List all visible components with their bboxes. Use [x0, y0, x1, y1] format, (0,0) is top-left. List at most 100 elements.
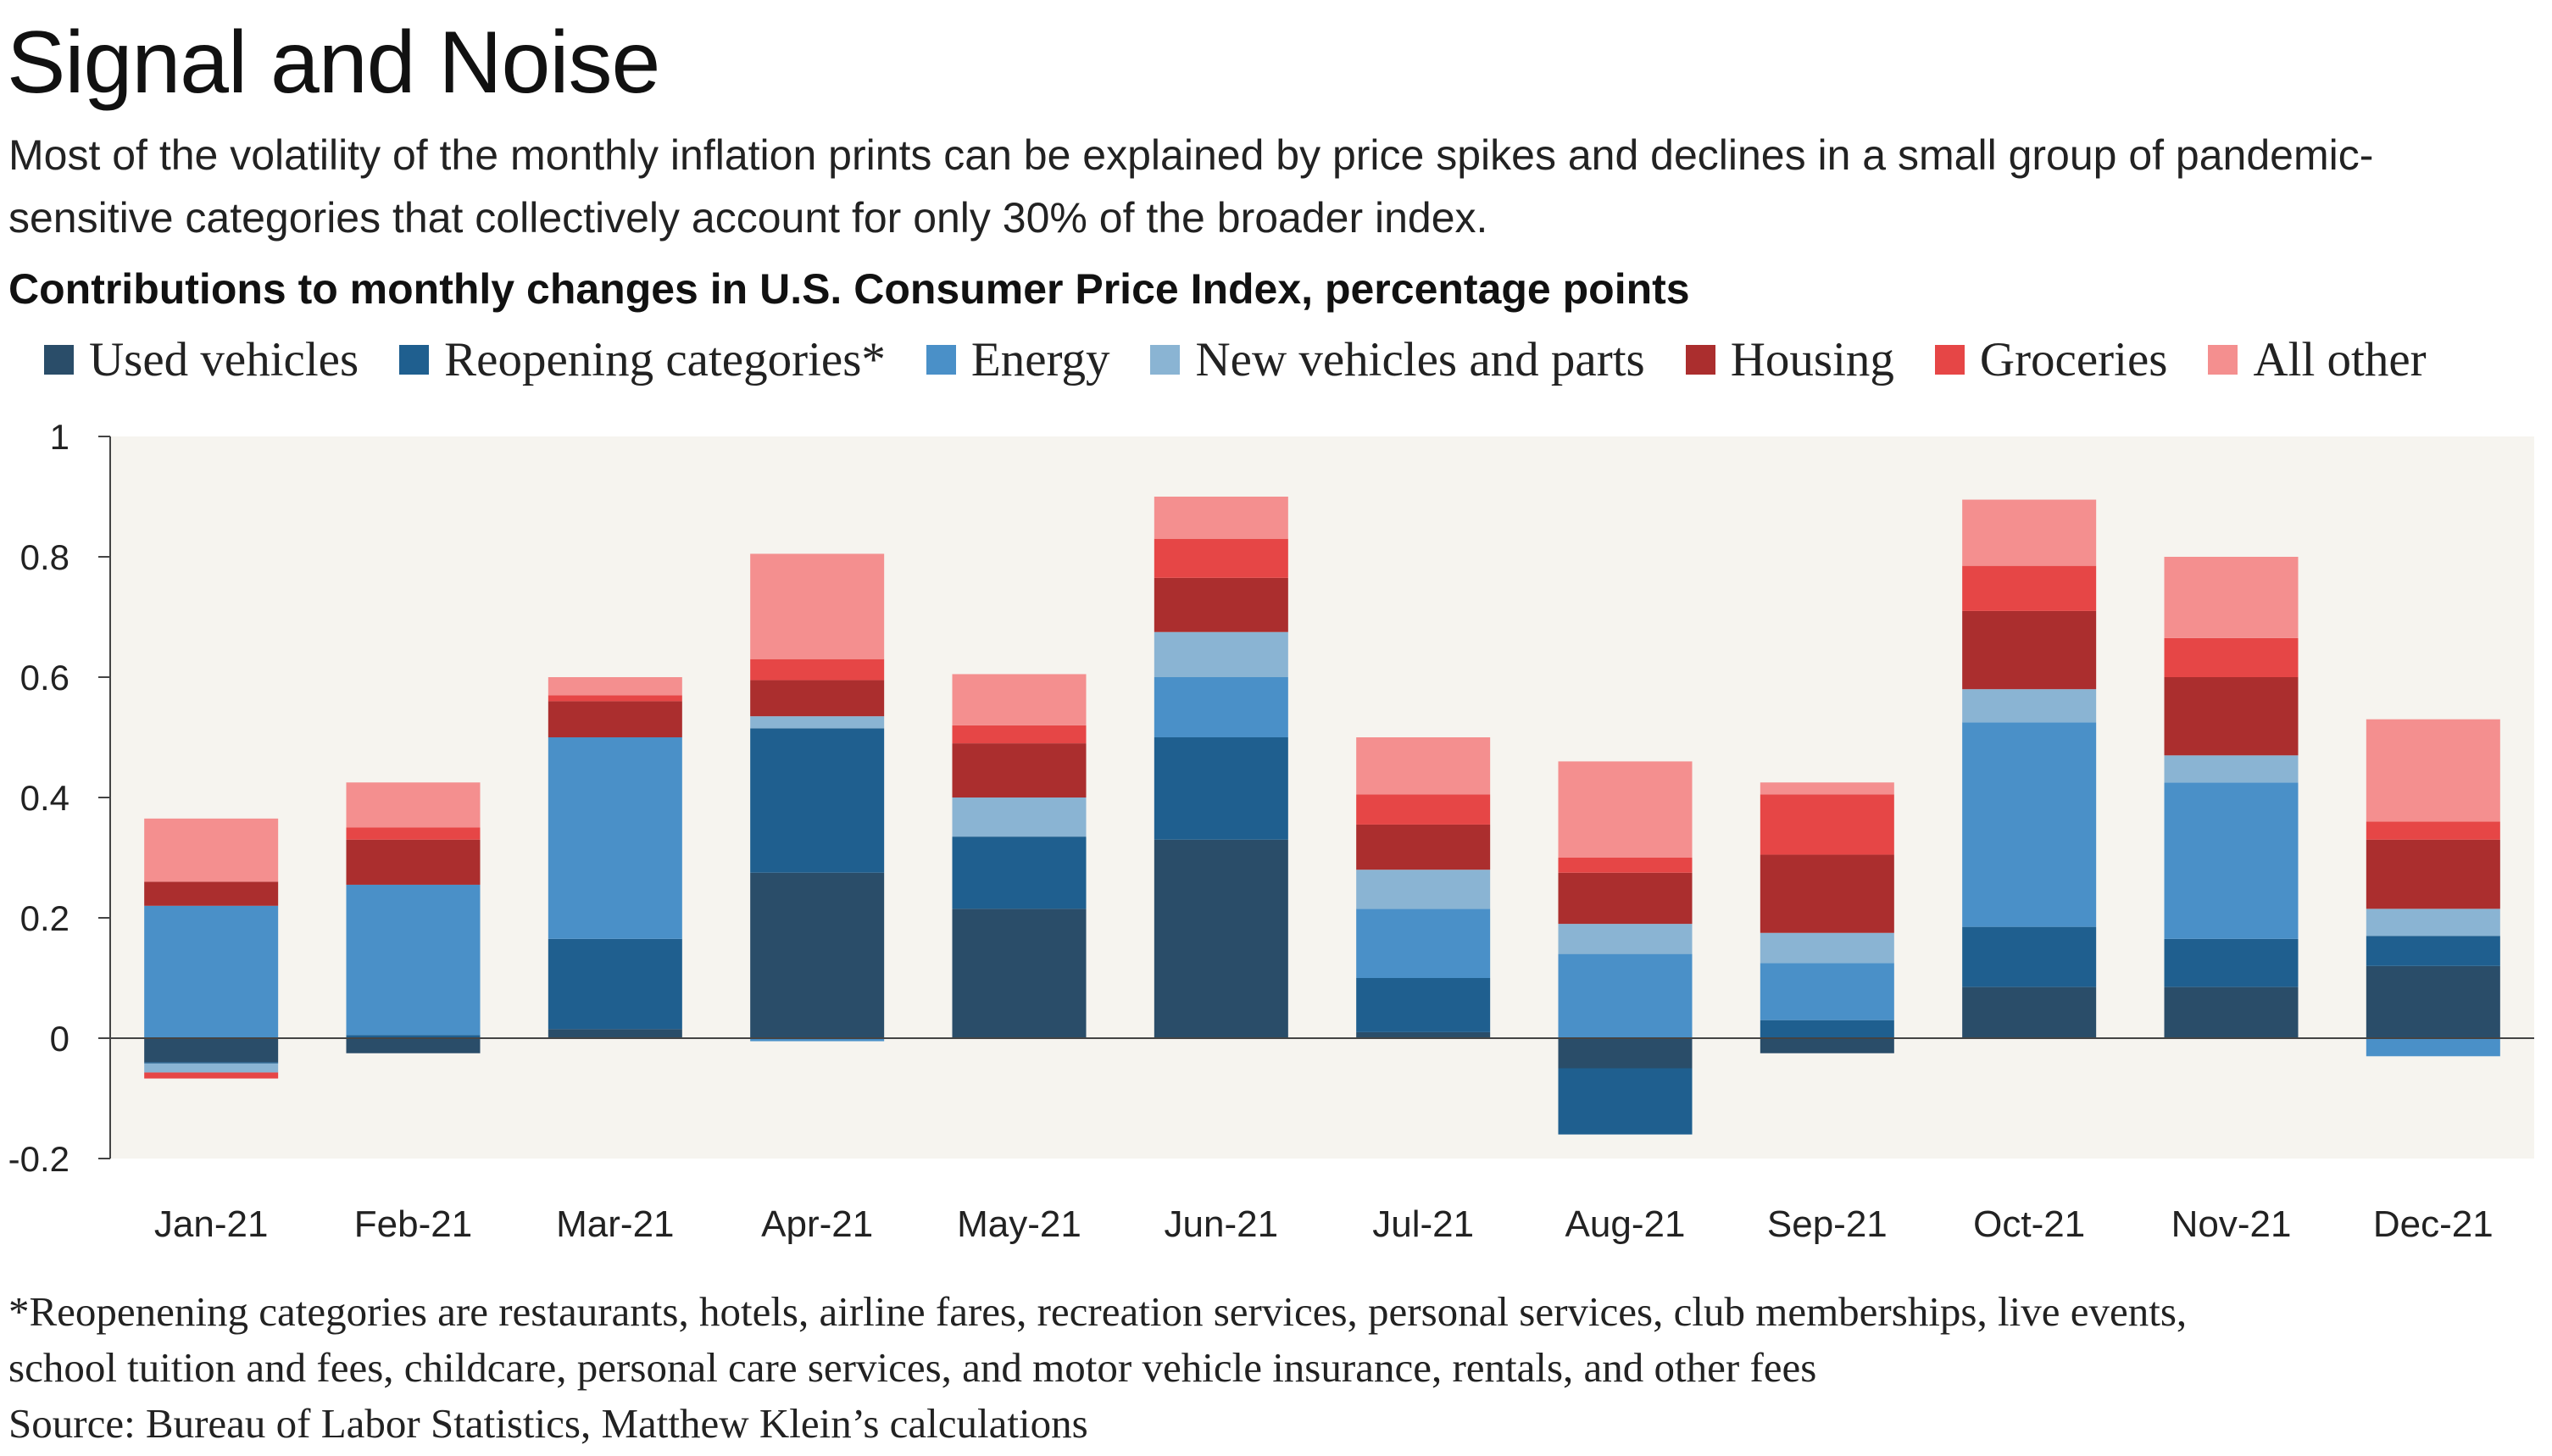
legend-swatch [1685, 345, 1715, 375]
bar-segment [548, 695, 682, 702]
bar-segment [2366, 719, 2500, 822]
y-tick-label: -0.2 [8, 1139, 69, 1179]
bar-segment [1558, 872, 1693, 925]
bar-segment [750, 659, 885, 681]
bar-segment [2366, 839, 2500, 909]
bar-segment [952, 836, 1087, 909]
bar-segment [1760, 963, 1894, 1020]
legend-label: Energy [970, 333, 1110, 386]
bar-segment [1558, 1038, 1693, 1069]
bar-segment [144, 818, 279, 882]
bar-segment [1962, 565, 2097, 611]
chart-plot: 1 0.8 0.6 0.4 0.2 0 -0.2 Jan-21 Feb-21 Mar-21 Apr-… [8, 417, 2534, 1245]
bar-segment [1760, 854, 1894, 933]
bar-segment [952, 743, 1087, 797]
footnote-line-1: *Reopenening categories are restaurants,… [8, 1288, 2188, 1335]
bar-segment [1558, 858, 1693, 873]
legend-swatch [1934, 345, 1965, 375]
bar-segment [548, 938, 682, 1030]
x-tick-label: May-21 [957, 1203, 1081, 1245]
x-tick-label: Dec-21 [2373, 1203, 2494, 1245]
bar-segment [1760, 1020, 1894, 1038]
bar-segment [1962, 986, 2097, 1038]
x-tick-label: Nov-21 [2171, 1203, 2292, 1245]
bar-segment [1962, 722, 2097, 927]
legend-item: All other [2208, 332, 2427, 387]
bar-segment [1154, 737, 1288, 840]
chart-footnote: *Reopenening categories are restaurants,… [8, 1284, 2534, 1452]
bar-segment [1154, 839, 1288, 1038]
legend-item: New vehicles and parts [1150, 332, 1645, 387]
bar-segment [1356, 1031, 1491, 1038]
y-tick-label: 0.2 [20, 898, 69, 938]
bar-segment [1962, 926, 2097, 987]
legend-label: New vehicles and parts [1195, 333, 1645, 386]
bar-segment [1760, 932, 1894, 964]
bar-segment [548, 701, 682, 737]
bar-segment [1356, 978, 1491, 1032]
bar-segment [952, 797, 1087, 837]
bar-segment [144, 881, 279, 906]
x-tick-label: Mar-21 [556, 1203, 674, 1245]
bar-segment [1356, 870, 1491, 909]
bar-segment [2164, 755, 2299, 783]
page-subtitle: Most of the volatility of the monthly in… [8, 131, 2374, 242]
bar-segment [1356, 909, 1491, 978]
bar-segment [2164, 677, 2299, 756]
bar-segment [346, 782, 481, 828]
bar-segment [1154, 677, 1288, 737]
bar-segment [750, 872, 885, 1038]
legend-label: Groceries [1979, 333, 2168, 386]
bar-segment [1962, 689, 2097, 723]
bar-segment [1154, 497, 1288, 539]
bar-segment [1962, 499, 2097, 566]
bar-segment [750, 1038, 885, 1042]
legend-label: All other [2253, 333, 2427, 386]
bar-segment [1760, 794, 1894, 855]
footnote-line-2: school tuition and fees, childcare, pers… [8, 1344, 1817, 1391]
legend-label: Used vehicles [89, 333, 359, 386]
bar-segment [346, 884, 481, 1036]
bar-segment [1356, 737, 1491, 795]
bar-segment [1962, 610, 2097, 690]
bar-segment [2164, 782, 2299, 939]
legend-item: Energy [926, 332, 1110, 387]
x-tick-label: Feb-21 [354, 1203, 472, 1245]
legend-swatch [2208, 345, 2238, 375]
bar-segment [750, 553, 885, 659]
bar-segment [2366, 965, 2500, 1038]
x-tick-label: Jan-21 [154, 1203, 269, 1245]
bar-segment [750, 716, 885, 729]
bar-segment [1356, 824, 1491, 870]
bar-segment [2366, 821, 2500, 840]
bar-segment [2366, 909, 2500, 936]
bar-segment [1154, 577, 1288, 632]
x-tick-label: Oct-21 [1973, 1203, 2085, 1245]
x-tick-label: Apr-21 [761, 1203, 873, 1245]
bar-segment [952, 674, 1087, 725]
bar-segment [1558, 761, 1693, 858]
legend-item: Housing [1685, 332, 1894, 387]
bar-segment [346, 1038, 481, 1053]
y-tick-label: 0.6 [20, 658, 69, 697]
bar-segment [750, 680, 885, 717]
y-tick-label: 0.8 [20, 537, 69, 577]
legend-swatch [44, 345, 74, 375]
bar-segment [1154, 631, 1288, 677]
bar-segment [952, 909, 1087, 1038]
page-title: Signal and Noise [7, 14, 660, 112]
bar-segment [548, 737, 682, 939]
bar-segment [144, 1072, 279, 1079]
bar-segment [2164, 986, 2299, 1038]
legend-item: Reopening categories* [399, 332, 886, 387]
x-tick-label: Sep-21 [1767, 1203, 1888, 1245]
legend-label: Housing [1730, 333, 1894, 386]
bar-segment [1154, 538, 1288, 578]
bar-segment [144, 905, 279, 1038]
bar-segment [1760, 782, 1894, 795]
chart-title: Contributions to monthly changes in U.S.… [8, 265, 1690, 313]
bar-segment [750, 728, 885, 873]
bar-segment [144, 1038, 279, 1063]
legend-swatch [1150, 345, 1181, 375]
bar-segment [346, 1035, 481, 1038]
